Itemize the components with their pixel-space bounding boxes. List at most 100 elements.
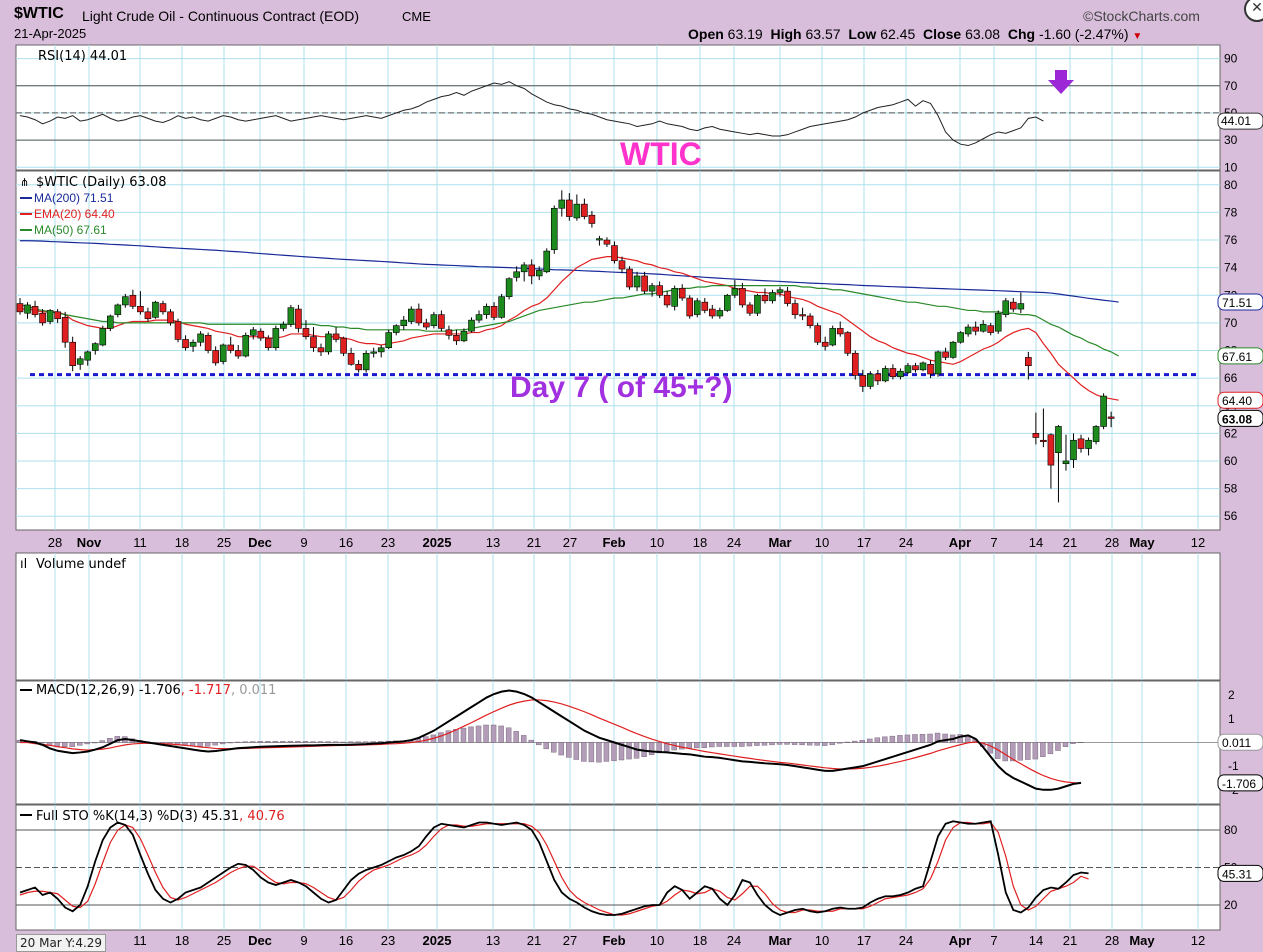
x-tick-label-top: May <box>1129 535 1155 550</box>
macd-hist-bar <box>709 742 715 748</box>
macd-hist-bar <box>92 742 98 744</box>
x-tick-label-bottom: 10 <box>650 933 664 948</box>
candle-body <box>317 347 325 353</box>
x-tick-label-top: 27 <box>563 535 577 550</box>
candle-body <box>1085 439 1092 449</box>
x-tick-label-bottom: 13 <box>486 933 500 948</box>
x-tick-label-bottom: 21 <box>1063 933 1077 948</box>
x-tick-label-top: 17 <box>857 535 871 550</box>
macd-hist-bar <box>475 725 482 743</box>
price-tick-label: 80 <box>1224 178 1238 192</box>
candle-body <box>430 314 438 326</box>
candle-body <box>227 344 234 351</box>
candle-body <box>1002 300 1010 315</box>
rsi-value-label: 44.01 <box>1221 114 1251 128</box>
candle-body <box>39 312 46 324</box>
candle-body <box>355 364 362 371</box>
macd-hist-bar <box>859 740 865 743</box>
candle-body <box>310 336 317 349</box>
candle-body <box>152 301 159 318</box>
candle-body <box>189 341 197 347</box>
close-icon[interactable]: ✕ <box>1244 0 1263 22</box>
macd-hist-bar <box>551 742 557 753</box>
x-tick-label-top: 10 <box>650 535 664 550</box>
candle-body <box>1017 303 1025 310</box>
x-tick-label-top: 24 <box>899 535 913 550</box>
macd-hist-bar <box>227 742 233 744</box>
candle-body <box>618 260 626 270</box>
macd-hist-bar <box>701 742 707 748</box>
candle-body <box>754 294 761 314</box>
candle-body <box>633 275 641 288</box>
sto-tick-label: 20 <box>1224 898 1238 912</box>
down-arrow-icon <box>1048 70 1074 94</box>
candle-body <box>197 333 204 343</box>
sto-label: Full STO %K(14,3) %D(3) 45.31 <box>36 809 239 824</box>
macd-hist-bar <box>761 742 768 746</box>
candle-body <box>746 304 754 314</box>
series-line-ma50 <box>19 285 1119 357</box>
candle-body <box>265 337 272 349</box>
macd-hist-bar <box>1062 742 1069 747</box>
x-tick-label-top: 14 <box>1029 535 1043 550</box>
x-tick-label-top: 21 <box>527 535 541 550</box>
price-tag-ema20 <box>1217 391 1263 409</box>
candle-body <box>528 264 536 277</box>
candle-body <box>588 214 596 224</box>
macd-hist-bar <box>468 726 474 743</box>
macd-legend: MACD(12,26,9) -1.706, -1.717, 0.011 <box>36 683 276 698</box>
volume-label: Volume undef <box>36 557 126 572</box>
x-tick-label-top: 28 <box>48 535 62 550</box>
x-tick-label-bottom: 24 <box>899 933 913 948</box>
candle-body <box>137 306 144 313</box>
macd-hist-bar <box>219 742 226 745</box>
x-tick-label-bottom: 18 <box>175 933 189 948</box>
macd-tick-label: 2 <box>1228 688 1235 702</box>
macd-hist-bar <box>769 742 775 746</box>
macd-hist-bar <box>310 741 316 743</box>
macd-hist-bar <box>197 742 203 747</box>
macd-hist-bar <box>603 742 610 762</box>
macd-hist-bar <box>995 742 1001 759</box>
candle-body <box>874 373 882 382</box>
series-line-ma200 <box>20 240 1119 303</box>
macd-hist-bar <box>536 742 542 746</box>
macd-hist-bar <box>739 742 745 747</box>
macd-hist-bar <box>250 741 256 743</box>
candle-body <box>678 288 686 299</box>
macd-hist-bar <box>445 730 452 743</box>
macd-hist-bar <box>212 742 218 746</box>
macd-hist-bar <box>84 742 90 745</box>
chart-date: 21-Apr-2025 <box>14 26 87 41</box>
macd-signal-label: , -1.717 <box>181 683 231 698</box>
chart-symbol: $WTIC <box>14 5 64 22</box>
candle-body <box>648 285 656 292</box>
macd-hist-bar <box>528 739 534 743</box>
x-tick-label-bottom: Feb <box>602 933 625 948</box>
candle-body <box>814 325 821 343</box>
open-value: 63.19 <box>727 26 763 42</box>
candle-body <box>836 328 844 335</box>
candle-body <box>957 332 964 343</box>
macd-hist-bar <box>1002 742 1008 762</box>
macd-hist-bar <box>280 741 286 743</box>
candle-body <box>377 347 385 353</box>
candle-body <box>889 368 897 378</box>
x-tick-label-bottom: May <box>1129 933 1155 948</box>
sto-d-label: , 40.76 <box>239 809 284 824</box>
macd-hist-bar <box>897 735 903 743</box>
price-tag-label: 67.61 <box>1222 350 1252 364</box>
candle-body <box>626 268 633 288</box>
x-tick-label-top: Nov <box>77 535 102 550</box>
macd-hist-bar <box>581 742 587 762</box>
price-tag-label: 64.40 <box>1222 394 1252 408</box>
price-tag-ma50 <box>1217 347 1263 365</box>
brand-label: ©StockCharts.com <box>1083 8 1200 24</box>
candle-body <box>325 333 332 353</box>
candle-body <box>603 239 611 245</box>
macd-hist-bar <box>754 742 760 746</box>
candle-body <box>550 207 558 251</box>
candle-body <box>821 341 829 347</box>
candle-body <box>295 308 302 329</box>
candle-body <box>453 335 460 342</box>
